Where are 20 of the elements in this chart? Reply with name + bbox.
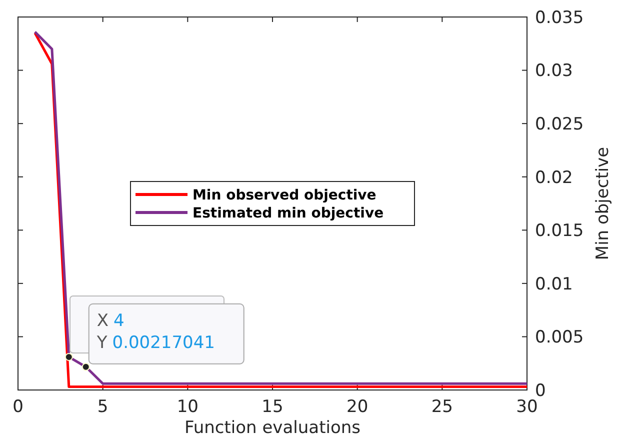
y-axis-title: Min objective: [593, 146, 613, 260]
legend-label: Min observed objective: [192, 187, 376, 204]
y-tick-label: 0.03: [535, 61, 573, 82]
x-tick-label: 20: [346, 397, 368, 417]
annotation: X 4 Y 0.00217041: [96, 310, 216, 353]
y-tick-label: 0.01: [535, 274, 573, 294]
y-tick-label: 0.005: [535, 328, 584, 348]
x-tick-label: 0: [12, 397, 24, 417]
y-tick-label: 0: [535, 380, 546, 401]
x-tick-label: 25: [431, 397, 453, 417]
x-axis-title: Function evaluations: [184, 418, 361, 438]
x-tick-label: 15: [262, 397, 284, 417]
y-tick-label: 0.035: [535, 8, 584, 28]
x-tick-label: 30: [516, 397, 538, 417]
x-tick-label: 10: [176, 397, 198, 417]
legend-label: Estimated min objective: [192, 205, 384, 222]
y-tick-label: 0.02: [535, 168, 573, 188]
y-tick-label: 0.015: [535, 221, 584, 242]
x-tick-label: 5: [97, 397, 108, 417]
y-tick-label: 0.025: [535, 114, 584, 135]
